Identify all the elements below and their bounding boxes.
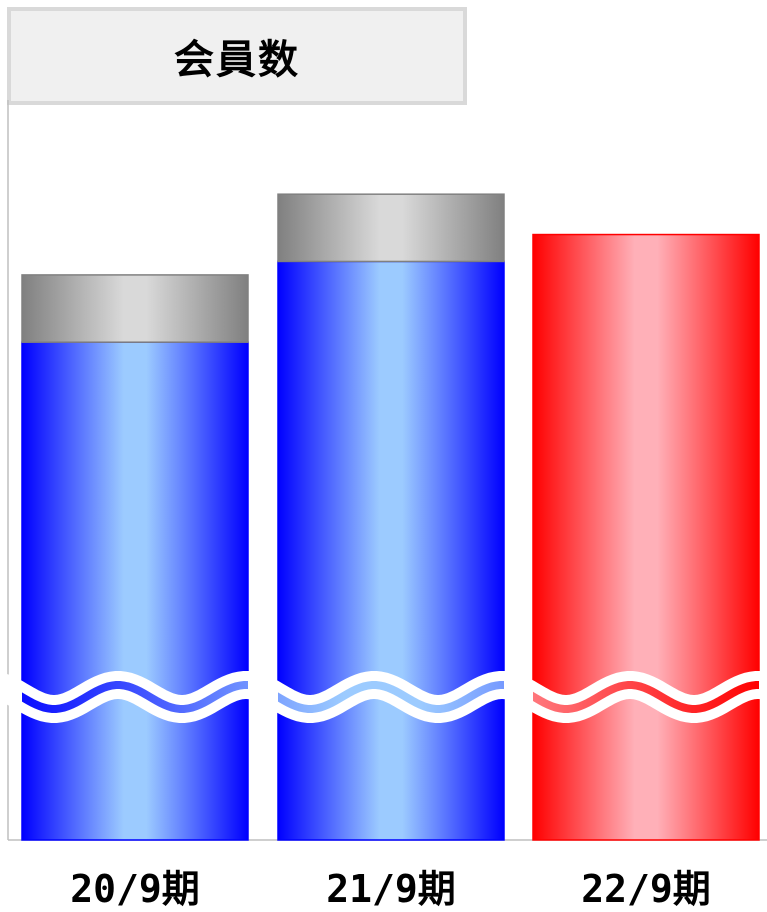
x-tick-labels: 20/9期 21/9期 22/9期 <box>70 867 711 911</box>
x-tick-label: 20/9期 <box>70 867 200 911</box>
bar-segment-2-1 <box>22 275 248 342</box>
x-tick-label: 22/9期 <box>581 867 711 911</box>
bar-segment-1-1 <box>22 342 248 840</box>
bars-group <box>22 194 759 840</box>
bar-segment-1-2 <box>278 261 504 840</box>
bar-segment-3-3 <box>533 235 759 840</box>
x-tick-label: 21/9期 <box>326 867 456 911</box>
bar-segment-2-2 <box>278 194 504 261</box>
